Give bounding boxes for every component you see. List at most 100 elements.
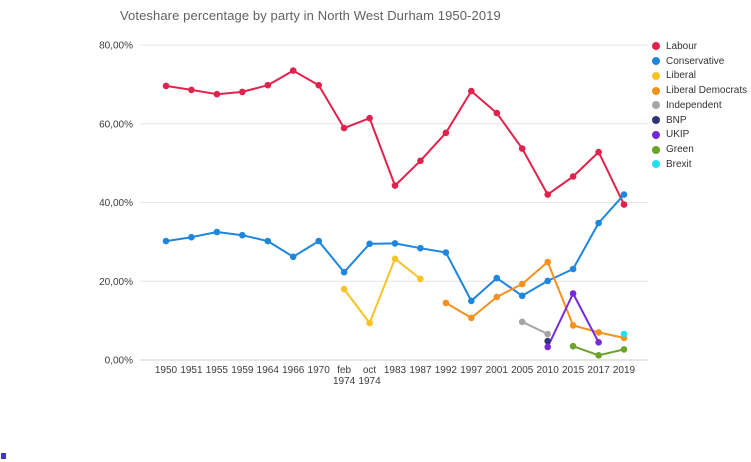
data-point-labour bbox=[289, 67, 297, 74]
legend-label-bnp: BNP bbox=[666, 114, 687, 126]
x-axis-tick-label: 1966 bbox=[282, 365, 305, 376]
data-point-labour bbox=[264, 81, 272, 89]
series-line-ukip bbox=[546, 292, 600, 348]
x-axis-tick-label: 1964 bbox=[257, 365, 280, 376]
data-point-conservative bbox=[620, 191, 628, 198]
data-point-labour bbox=[595, 148, 602, 156]
x-axis-tick-label: oct bbox=[363, 365, 377, 376]
data-point-labour bbox=[391, 182, 399, 189]
x-axis-tick-label: 1950 bbox=[155, 365, 178, 376]
data-point-independent bbox=[518, 318, 526, 326]
legend-label-green: Green bbox=[666, 144, 694, 156]
legend-swatch-liberal-democrats-icon bbox=[652, 86, 660, 95]
x-axis-tick-label: 2010 bbox=[537, 365, 560, 376]
chart-title: Voteshare percentage by party in North W… bbox=[120, 8, 501, 23]
data-point-conservative bbox=[264, 237, 272, 245]
data-point-conservative bbox=[468, 297, 475, 305]
data-point-ukip bbox=[544, 343, 551, 351]
legend-swatch-ukip-icon bbox=[652, 130, 660, 139]
x-axis-tick-label: 1955 bbox=[206, 365, 229, 376]
x-axis-tick-label: 1987 bbox=[409, 365, 432, 376]
data-point-conservative bbox=[569, 265, 577, 273]
data-point-liberal bbox=[417, 275, 424, 283]
screen-corner-artifact bbox=[1, 453, 6, 459]
legend-item-brexit: Brexit bbox=[652, 157, 747, 172]
legend-swatch-labour-icon bbox=[652, 42, 660, 51]
data-point-conservative bbox=[213, 228, 221, 236]
x-axis-tick-label: 2001 bbox=[486, 365, 509, 376]
legend-swatch-conservative-icon bbox=[652, 57, 660, 66]
series-line-liberal bbox=[343, 257, 422, 324]
x-axis-tick-label: 1997 bbox=[460, 365, 483, 376]
data-point-labour bbox=[340, 124, 348, 132]
legend-item-green: Green bbox=[652, 142, 747, 157]
data-point-green bbox=[569, 342, 577, 350]
data-point-liberal-democrats bbox=[544, 258, 551, 266]
data-point-conservative bbox=[391, 240, 399, 247]
data-point-conservative bbox=[595, 219, 602, 227]
data-point-conservative bbox=[340, 268, 348, 276]
data-point-labour bbox=[315, 81, 323, 89]
data-point-liberal-democrats bbox=[468, 314, 475, 322]
legend-item-liberal: Liberal bbox=[652, 69, 747, 84]
data-point-conservative bbox=[162, 237, 170, 245]
data-point-liberal-democrats bbox=[595, 329, 602, 336]
data-point-green bbox=[620, 346, 628, 353]
y-axis-tick-label: 0,00% bbox=[105, 356, 133, 367]
data-point-conservative bbox=[518, 292, 526, 300]
series-line-conservative bbox=[165, 193, 625, 302]
series-line-independent bbox=[521, 320, 549, 335]
data-point-ukip bbox=[569, 290, 577, 297]
data-point-labour bbox=[544, 191, 551, 198]
y-axis-tick-label: 40,00% bbox=[99, 198, 133, 209]
data-point-labour bbox=[569, 173, 577, 180]
legend-item-labour: Labour bbox=[652, 39, 747, 54]
legend-swatch-independent-icon bbox=[652, 101, 660, 110]
legend-swatch-liberal-icon bbox=[652, 71, 660, 80]
legend-label-labour: Labour bbox=[666, 40, 698, 52]
y-axis-tick-label: 80,00% bbox=[99, 41, 133, 52]
x-axis-tick-label: feb bbox=[337, 365, 351, 376]
data-point-labour bbox=[442, 129, 450, 137]
data-point-green bbox=[595, 352, 602, 359]
data-point-labour bbox=[366, 114, 373, 122]
y-axis-tick-label: 60,00% bbox=[99, 119, 133, 130]
data-point-conservative bbox=[366, 240, 373, 248]
x-axis-tick-label: 2017 bbox=[587, 365, 610, 376]
data-point-labour bbox=[493, 109, 501, 117]
data-point-liberal bbox=[340, 285, 348, 293]
data-point-ukip bbox=[595, 339, 602, 346]
data-point-liberal-democrats bbox=[569, 322, 577, 329]
data-point-conservative bbox=[239, 231, 246, 239]
data-point-labour bbox=[162, 82, 170, 90]
data-point-labour bbox=[213, 90, 221, 98]
x-axis-tick-label: 1970 bbox=[308, 365, 331, 376]
legend-label-independent: Independent bbox=[666, 99, 722, 111]
data-point-liberal-democrats bbox=[442, 299, 450, 307]
data-point-liberal bbox=[366, 319, 373, 327]
legend-swatch-brexit-icon bbox=[652, 160, 660, 169]
y-axis-tick-label: 20,00% bbox=[99, 277, 133, 288]
data-point-labour bbox=[620, 201, 628, 208]
legend-item-liberal-democrats: Liberal Democrats bbox=[652, 83, 747, 98]
data-point-bnp bbox=[544, 337, 551, 345]
data-point-conservative bbox=[188, 233, 195, 241]
data-point-labour bbox=[468, 87, 475, 95]
data-point-conservative bbox=[493, 274, 501, 282]
x-axis-tick-label: 1974 bbox=[358, 376, 381, 387]
legend-label-liberal-democrats: Liberal Democrats bbox=[666, 85, 748, 97]
x-axis-tick-label: 1959 bbox=[231, 365, 254, 376]
data-point-liberal bbox=[391, 255, 399, 263]
data-point-labour bbox=[518, 145, 526, 152]
x-axis-tick-label: 2005 bbox=[511, 365, 534, 376]
legend-item-bnp: BNP bbox=[652, 113, 747, 128]
legend-item-independent: Independent bbox=[652, 98, 747, 113]
chart-legend: Labour Conservative Liberal Liberal Demo… bbox=[652, 39, 747, 172]
data-point-liberal-democrats bbox=[493, 293, 501, 301]
legend-label-conservative: Conservative bbox=[666, 55, 725, 67]
data-point-brexit bbox=[620, 330, 628, 338]
legend-label-liberal: Liberal bbox=[666, 70, 697, 82]
data-point-independent bbox=[544, 330, 551, 338]
data-point-conservative bbox=[289, 253, 297, 261]
